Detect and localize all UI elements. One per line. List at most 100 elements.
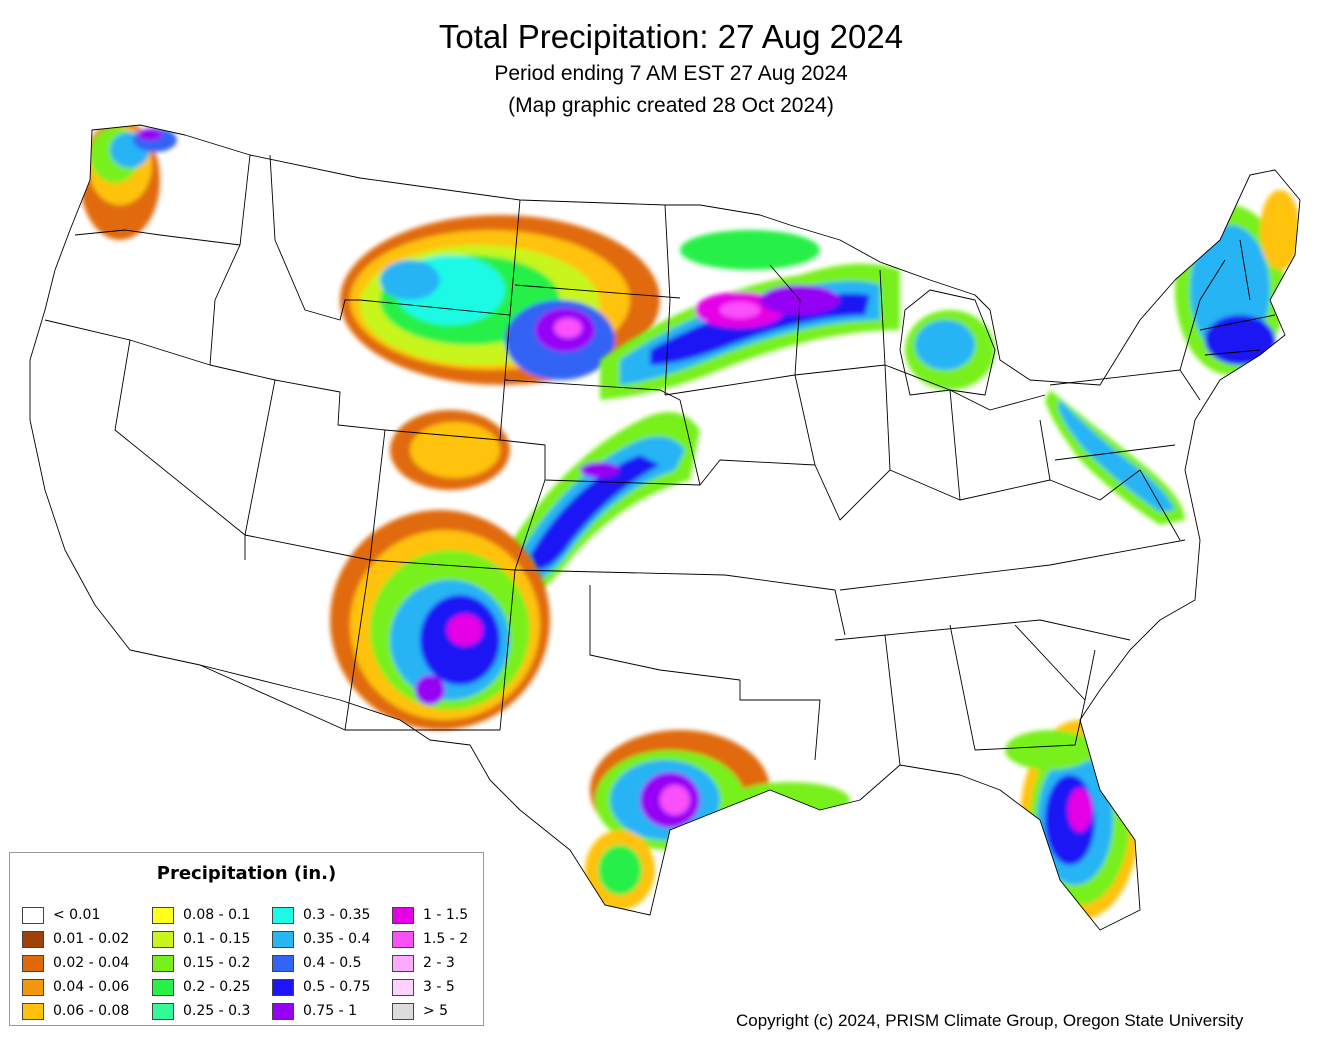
legend-swatch: [152, 1002, 174, 1020]
legend-label: 0.4 - 0.5: [303, 955, 362, 971]
legend-item: 0.4 - 0.5: [272, 951, 370, 975]
legend-item: < 0.01: [22, 903, 129, 927]
ks-ok-border: [514, 569, 726, 576]
legend-swatch: [152, 906, 174, 924]
legend-label: 0.5 - 0.75: [303, 979, 371, 995]
ne-ks-border: [499, 439, 701, 486]
legend-swatch: [22, 978, 44, 996]
legend-item: 0.02 - 0.04: [22, 951, 129, 975]
legend-swatch: [272, 906, 294, 924]
precip-northern-plains: [340, 215, 660, 385]
legend-swatch: [392, 930, 414, 948]
ms-al-border: [884, 624, 976, 766]
legend-item: 0.25 - 0.3: [152, 999, 250, 1023]
precip-gulf-coast: [585, 730, 850, 910]
precip-pacific-northwest: [80, 125, 177, 240]
legend-swatch: [272, 930, 294, 948]
ga-sc-border: [1014, 624, 1096, 701]
precip-northeast: [1045, 190, 1300, 525]
legend-label: 0.75 - 1: [303, 1003, 358, 1019]
legend-label: < 0.01: [53, 907, 101, 923]
ca-nv-border: [114, 339, 246, 560]
state-boundaries: [29, 124, 1301, 931]
ok-tx-border: [589, 585, 741, 681]
precip-upper-midwest: [600, 230, 995, 400]
map-title: Total Precipitation: 27 Aug 2024: [438, 18, 904, 55]
oh-ky-border: [959, 419, 1051, 501]
legend: Precipitation (in.) < 0.01 0.01 - 0.02 0.0…: [9, 852, 484, 1026]
legend-label: > 5: [423, 1003, 449, 1019]
legend-item: 0.1 - 0.15: [152, 927, 250, 951]
legend-column: 0.3 - 0.35 0.35 - 0.4 0.4 - 0.5 0.5 - 0.75 0…: [272, 903, 370, 1023]
mn-ia-border: [664, 374, 796, 396]
legend-item: 0.08 - 0.1: [152, 903, 250, 927]
legend-label: 0.1 - 0.15: [183, 931, 251, 947]
legend-label: 0.08 - 0.1: [183, 907, 251, 923]
us-outline: [29, 124, 1301, 931]
legend-column: 1 - 1.5 1.5 - 2 2 - 3 3 - 5 > 5: [392, 903, 468, 1023]
legend-item: 0.15 - 0.2: [152, 951, 250, 975]
legend-label: 0.25 - 0.3: [183, 1003, 251, 1019]
legend-swatch: [22, 906, 44, 924]
mt-dakota-border: [509, 199, 521, 316]
legend-item: 0.75 - 1: [272, 999, 370, 1023]
wy-border: [359, 299, 511, 441]
dakota-mn-border: [664, 204, 671, 396]
new-england-borders: [1179, 239, 1276, 371]
legend-swatch: [272, 954, 294, 972]
legend-item: 3 - 5: [392, 975, 468, 999]
precip-southeast: [1005, 720, 1140, 920]
legend-swatch: [272, 978, 294, 996]
legend-swatch: [272, 1002, 294, 1020]
legend-swatch: [22, 930, 44, 948]
al-ga-fl-border: [974, 699, 1086, 751]
va-wv-border: [1049, 469, 1181, 541]
id-west-border: [209, 154, 251, 366]
legend-swatch: [152, 978, 174, 996]
legend-item: 1 - 1.5: [392, 903, 468, 927]
legend-item: 0.06 - 0.08: [22, 999, 129, 1023]
legend-title: Precipitation (in.): [156, 863, 337, 884]
ut-co-border: [274, 379, 386, 561]
legend-column: < 0.01 0.01 - 0.02 0.02 - 0.04 0.04 - 0.06 0…: [22, 903, 129, 1023]
legend-label: 0.15 - 0.2: [183, 955, 251, 971]
mo-ar-border: [724, 574, 846, 636]
legend-column: 0.08 - 0.1 0.1 - 0.15 0.15 - 0.2 0.2 - 0.25…: [152, 903, 250, 1023]
mi-oh-border: [949, 389, 1046, 411]
pa-ny-border: [1049, 369, 1201, 401]
legend-label: 0.2 - 0.25: [183, 979, 251, 995]
legend-label: 1 - 1.5: [423, 907, 469, 923]
legend-swatch: [152, 954, 174, 972]
ia-mo-border: [679, 399, 816, 486]
legend-item: 0.3 - 0.35: [272, 903, 370, 927]
legend-item: 0.01 - 0.02: [22, 927, 129, 951]
ar-la-border: [739, 680, 821, 761]
or-ca-border: [44, 319, 211, 366]
legend-label: 3 - 5: [423, 979, 455, 995]
wa-or-border: [74, 229, 241, 246]
legend-item: 2 - 3: [392, 951, 468, 975]
legend-item: 1.5 - 2: [392, 927, 468, 951]
id-mt-border: [269, 154, 360, 321]
precipitation-field: [80, 125, 1300, 920]
legend-swatch: [22, 954, 44, 972]
legend-swatch: [392, 906, 414, 924]
legend-label: 0.02 - 0.04: [53, 955, 130, 971]
legend-item: 0.04 - 0.06: [22, 975, 129, 999]
copyright: Copyright (c) 2024, PRISM Climate Group,…: [736, 1011, 1244, 1030]
legend-label: 1.5 - 2: [423, 931, 469, 947]
michigan-outline: [899, 289, 996, 396]
il-in-border: [794, 364, 891, 521]
ky-tn-border: [839, 539, 1186, 591]
legend-label: 0.04 - 0.06: [53, 979, 130, 995]
nv-ut-border: [209, 364, 276, 536]
sd-ne-border: [504, 379, 681, 401]
legend-swatch: [392, 954, 414, 972]
legend-swatch: [152, 930, 174, 948]
pa-south-border: [1054, 444, 1176, 461]
legend-label: 0.3 - 0.35: [303, 907, 371, 923]
legend-label: 2 - 3: [423, 955, 455, 971]
legend-label: 0.06 - 0.08: [53, 1003, 130, 1019]
map-subtitle-period: Period ending 7 AM EST 27 Aug 2024: [494, 62, 848, 85]
